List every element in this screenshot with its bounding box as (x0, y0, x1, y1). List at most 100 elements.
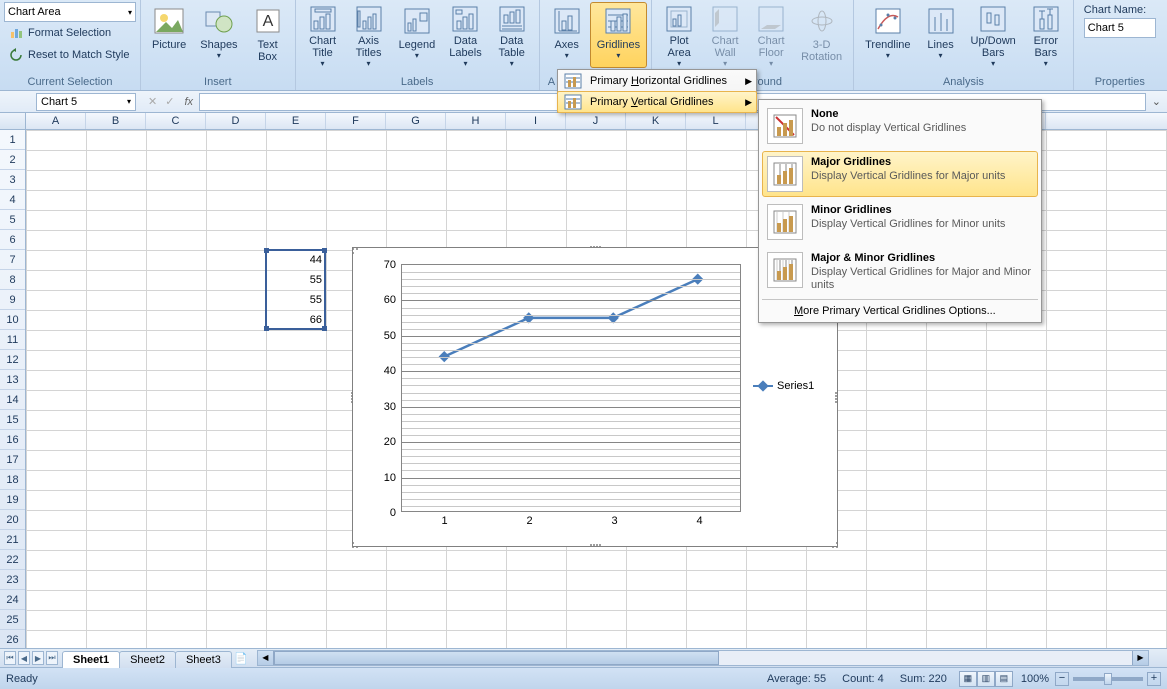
chart-title-button[interactable]: Chart Title▾ (300, 2, 346, 68)
row-header[interactable]: 23 (0, 570, 25, 590)
view-layout-icon[interactable]: ▥ (977, 671, 995, 687)
cell[interactable]: 55 (266, 290, 326, 310)
trendline-button[interactable]: Trendline▾ (858, 2, 917, 68)
column-header[interactable]: K (626, 113, 686, 129)
row-header[interactable]: 8 (0, 270, 25, 290)
row-header[interactable]: 6 (0, 230, 25, 250)
row-header[interactable]: 19 (0, 490, 25, 510)
chart-legend[interactable]: Series1 (753, 380, 814, 392)
row-header[interactable]: 18 (0, 470, 25, 490)
column-header[interactable]: E (266, 113, 326, 129)
column-header[interactable]: J (566, 113, 626, 129)
name-box[interactable]: Chart 5 ▾ (36, 93, 136, 111)
row-header[interactable]: 25 (0, 610, 25, 630)
row-header[interactable]: 26 (0, 630, 25, 648)
view-normal-icon[interactable]: ▦ (959, 671, 977, 687)
gridline-minor (402, 414, 740, 415)
flyout-option[interactable]: Minor GridlinesDisplay Vertical Gridline… (762, 199, 1038, 245)
row-header[interactable]: 2 (0, 150, 25, 170)
hscroll-thumb[interactable] (274, 651, 719, 665)
data-table-button[interactable]: Data Table▾ (489, 2, 535, 68)
row-header[interactable]: 12 (0, 350, 25, 370)
shapes-button[interactable]: Shapes ▾ (193, 2, 244, 68)
row-header[interactable]: 21 (0, 530, 25, 550)
cell[interactable]: 44 (266, 250, 326, 270)
row-header[interactable]: 11 (0, 330, 25, 350)
row-header[interactable]: 22 (0, 550, 25, 570)
column-header[interactable]: F (326, 113, 386, 129)
picture-button[interactable]: Picture (145, 2, 193, 68)
legend-button[interactable]: Legend▾ (392, 2, 443, 68)
data-labels-button[interactable]: Data Labels▾ (442, 2, 488, 68)
column-header[interactable]: G (386, 113, 446, 129)
more-options-item[interactable]: More Primary Vertical Gridlines Options.… (762, 299, 1038, 322)
column-header[interactable]: A (26, 113, 86, 129)
gridline-minor (402, 308, 740, 309)
horizontal-scrollbar[interactable]: ◀ ▶ (257, 650, 1149, 666)
plot-area-button[interactable]: Plot Area▾ (656, 2, 702, 68)
row-header[interactable]: 7 (0, 250, 25, 270)
row-header[interactable]: 17 (0, 450, 25, 470)
fx-label[interactable]: fx (184, 96, 193, 108)
chart-name-input[interactable] (1084, 18, 1156, 38)
tab-first-icon[interactable]: ⏮ (4, 651, 16, 665)
chart-element-dropdown[interactable]: Chart Area ▾ (4, 2, 136, 22)
gridline-minor (402, 322, 740, 323)
updown-bars-button[interactable]: Up/Down Bars▾ (964, 2, 1023, 68)
column-header[interactable]: L (686, 113, 746, 129)
axis-titles-button[interactable]: Axis Titles▾ (346, 2, 392, 68)
chart-series[interactable] (402, 265, 740, 512)
scroll-right-icon[interactable]: ▶ (1132, 651, 1148, 665)
cell[interactable]: 66 (266, 310, 326, 330)
new-sheet-icon[interactable]: 📄 (231, 652, 251, 665)
tab-prev-icon[interactable]: ◀ (18, 651, 30, 665)
formula-expand-icon[interactable]: ⌄ (1146, 95, 1167, 108)
select-all-corner[interactable] (0, 113, 26, 129)
submenu-item[interactable]: Primary Horizontal Gridlines▶ (558, 70, 756, 92)
error-bars-button[interactable]: Error Bars▾ (1023, 2, 1069, 68)
tab-last-icon[interactable]: ⏭ (46, 651, 58, 665)
flyout-option[interactable]: Major & Minor GridlinesDisplay Vertical … (762, 247, 1038, 297)
sheet-tab[interactable]: Sheet2 (119, 651, 176, 668)
zoom-out-icon[interactable]: − (1055, 672, 1069, 686)
gridlines-button[interactable]: Gridlines▾ (590, 2, 647, 68)
tab-next-icon[interactable]: ▶ (32, 651, 44, 665)
flyout-option[interactable]: Major GridlinesDisplay Vertical Gridline… (762, 151, 1038, 197)
axes-button[interactable]: Axes▾ (544, 2, 590, 68)
zoom-in-icon[interactable]: + (1147, 672, 1161, 686)
row-header[interactable]: 14 (0, 390, 25, 410)
reset-style-button[interactable]: Reset to Match Style (4, 44, 134, 66)
submenu-item[interactable]: Primary Vertical Gridlines▶ (557, 91, 757, 113)
format-selection-button[interactable]: Format Selection (4, 22, 115, 44)
row-header[interactable]: 9 (0, 290, 25, 310)
row-header[interactable]: 20 (0, 510, 25, 530)
row-header[interactable]: 3 (0, 170, 25, 190)
row-header[interactable]: 10 (0, 310, 25, 330)
row-header[interactable]: 1 (0, 130, 25, 150)
zoom-slider[interactable]: − + (1055, 672, 1161, 686)
column-header[interactable]: D (206, 113, 266, 129)
row-header[interactable]: 16 (0, 430, 25, 450)
sheet-tab[interactable]: Sheet3 (175, 651, 232, 668)
column-header[interactable]: C (146, 113, 206, 129)
fx-cancel-icon[interactable]: ✕ (144, 95, 161, 108)
scroll-left-icon[interactable]: ◀ (258, 651, 274, 665)
zoom-thumb[interactable] (1104, 673, 1112, 685)
row-header[interactable]: 24 (0, 590, 25, 610)
column-header[interactable]: I (506, 113, 566, 129)
row-header[interactable]: 13 (0, 370, 25, 390)
view-break-icon[interactable]: ▤ (995, 671, 1013, 687)
cell[interactable]: 55 (266, 270, 326, 290)
column-header[interactable]: H (446, 113, 506, 129)
row-header[interactable]: 4 (0, 190, 25, 210)
row-header[interactable]: 15 (0, 410, 25, 430)
zoom-percent[interactable]: 100% (1021, 673, 1049, 685)
textbox-button[interactable]: A Text Box (245, 2, 291, 68)
flyout-option[interactable]: NoneDo not display Vertical Gridlines (762, 103, 1038, 149)
lines-button[interactable]: Lines▾ (918, 2, 964, 68)
plot-area[interactable]: 0102030405060701234 (401, 264, 741, 512)
row-header[interactable]: 5 (0, 210, 25, 230)
column-header[interactable]: B (86, 113, 146, 129)
fx-confirm-icon[interactable]: ✓ (161, 95, 178, 108)
sheet-tab[interactable]: Sheet1 (62, 651, 120, 668)
